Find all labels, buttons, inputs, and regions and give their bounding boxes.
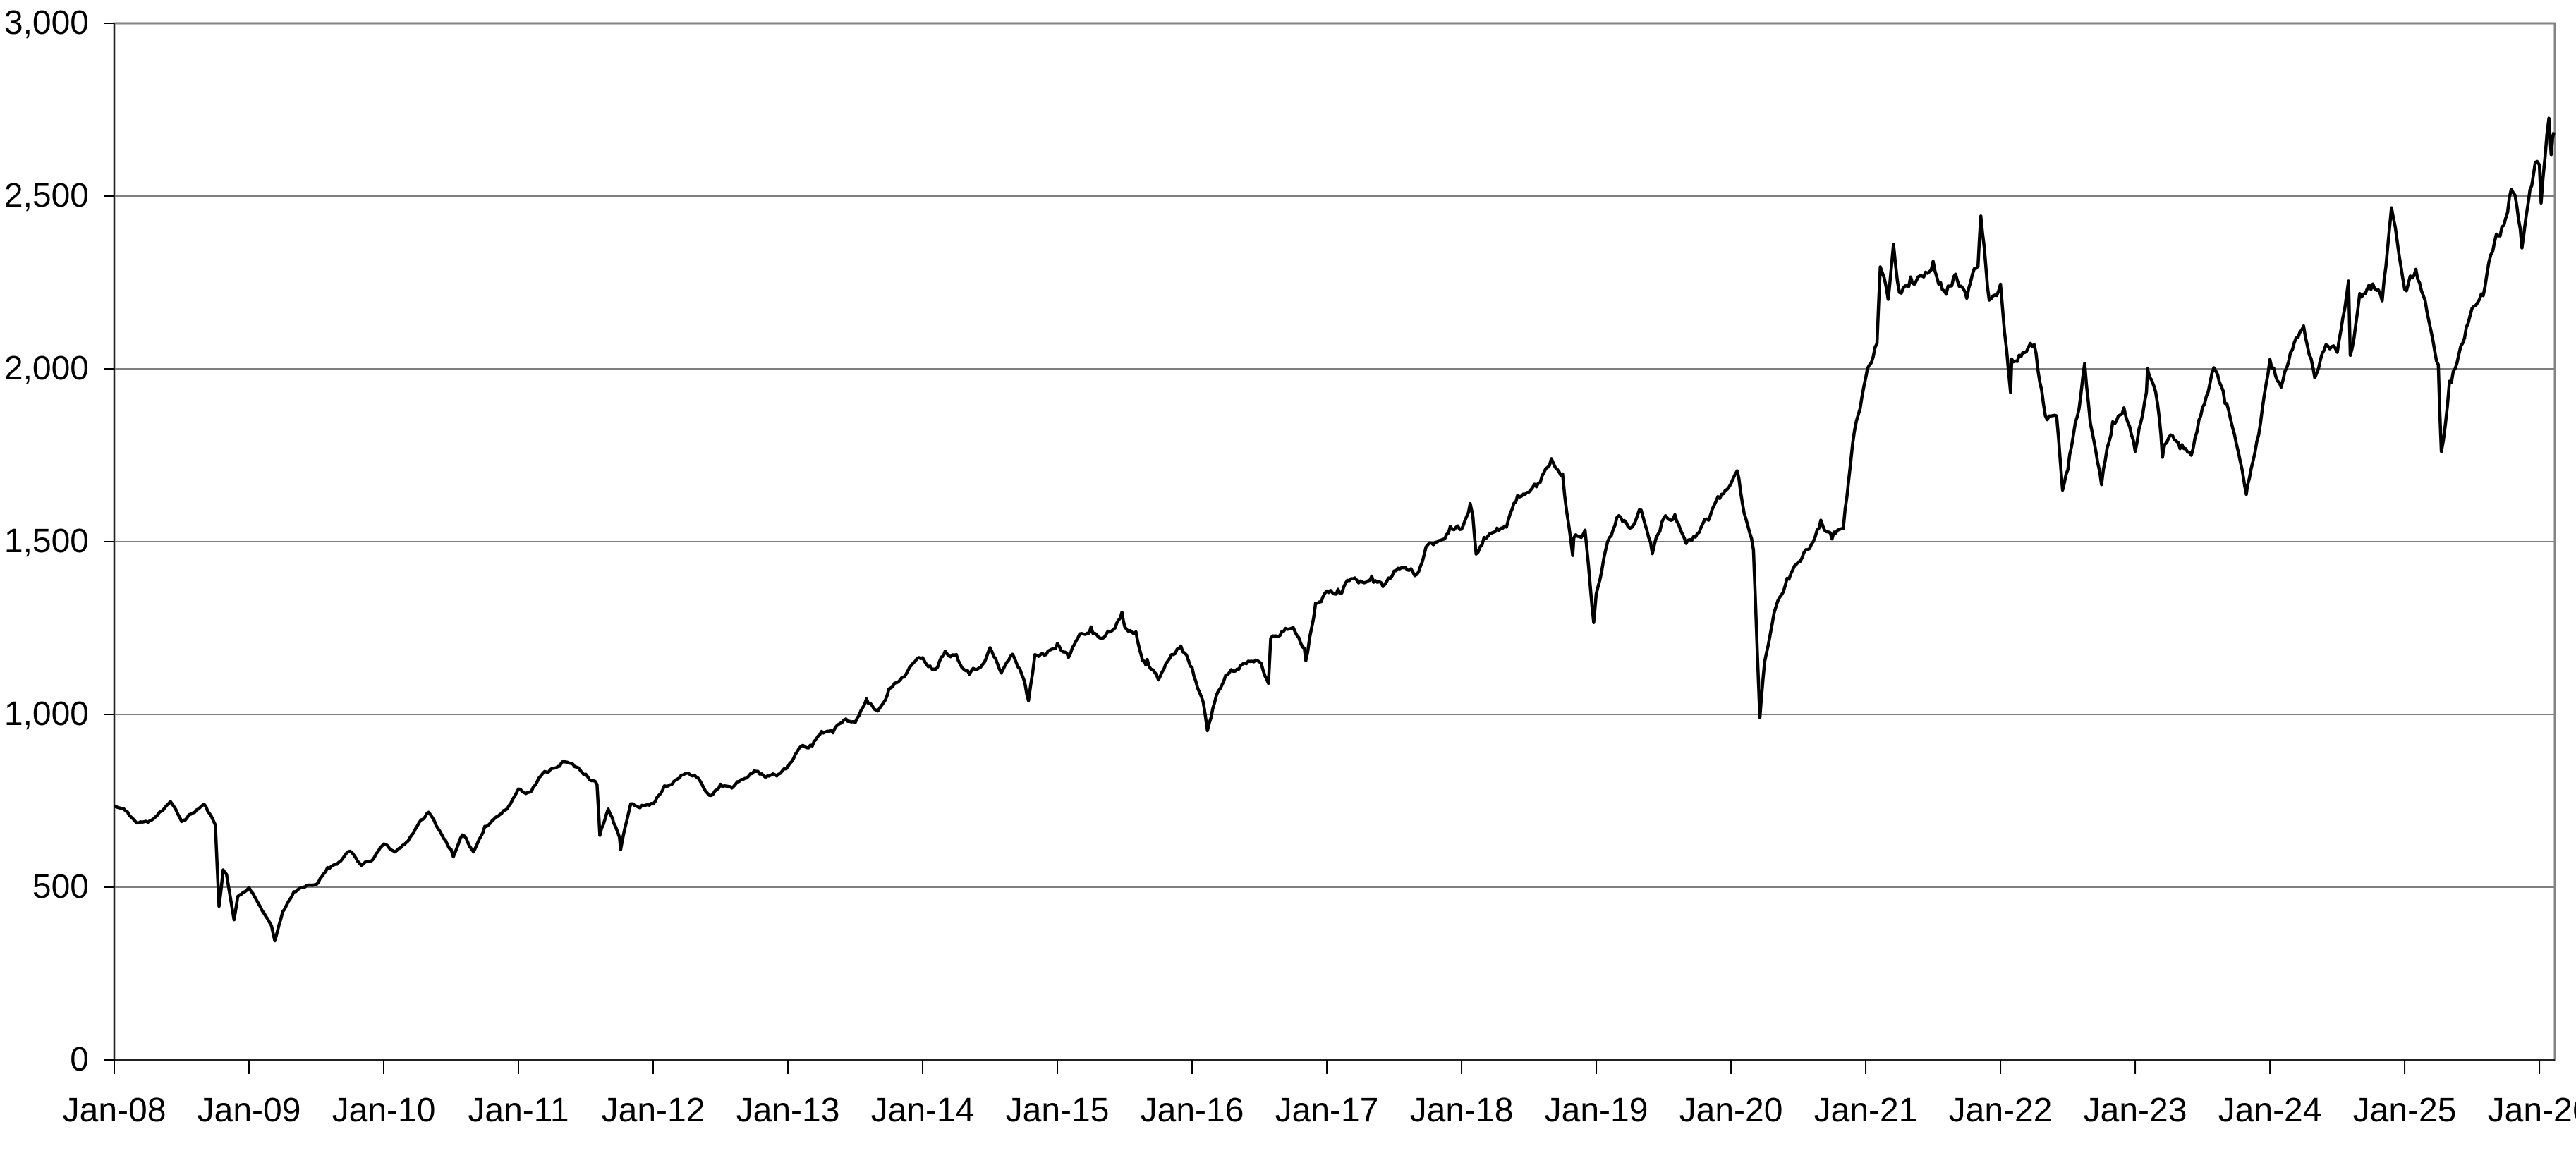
- x-axis-label: Jan-08: [62, 1092, 166, 1129]
- x-axis-label: Jan-10: [332, 1092, 436, 1129]
- x-axis-label: Jan-16: [1140, 1092, 1244, 1129]
- x-axis-label: Jan-24: [2218, 1092, 2322, 1129]
- y-axis-label: 1,500: [4, 523, 89, 560]
- x-axis-label: Jan-17: [1275, 1092, 1379, 1129]
- x-axis-label: Jan-20: [1679, 1092, 1783, 1129]
- x-axis-label: Jan-21: [1813, 1092, 1918, 1129]
- y-axis-label: 0: [70, 1041, 89, 1078]
- gridlines-group: [114, 195, 2555, 888]
- x-axis-label: Jan-11: [468, 1092, 569, 1129]
- x-axis-label: Jan-13: [736, 1092, 840, 1129]
- x-axis-label: Jan-15: [1005, 1092, 1110, 1129]
- x-axis-label: Jan-18: [1409, 1092, 1514, 1129]
- axis-ticks-group: [104, 23, 2541, 1074]
- x-axis-label: Jan-22: [1948, 1092, 2053, 1129]
- x-axis-label: Jan-23: [2083, 1092, 2187, 1129]
- price-line-series: [114, 116, 2556, 943]
- x-axis-label: Jan-25: [2352, 1092, 2457, 1129]
- x-axis-label: Jan-09: [197, 1092, 301, 1129]
- y-axis-label: 2,000: [4, 350, 89, 387]
- y-axis-label: 2,500: [4, 177, 89, 214]
- y-axis-label: 1,000: [4, 695, 89, 733]
- x-axis-label: Jan-26: [2487, 1092, 2576, 1129]
- x-axis-label: Jan-19: [1544, 1092, 1648, 1129]
- x-axis-label: Jan-12: [601, 1092, 705, 1129]
- y-axis-label: 3,000: [4, 4, 89, 42]
- y-axis-label: 500: [32, 868, 89, 906]
- x-axis-label: Jan-14: [870, 1092, 975, 1129]
